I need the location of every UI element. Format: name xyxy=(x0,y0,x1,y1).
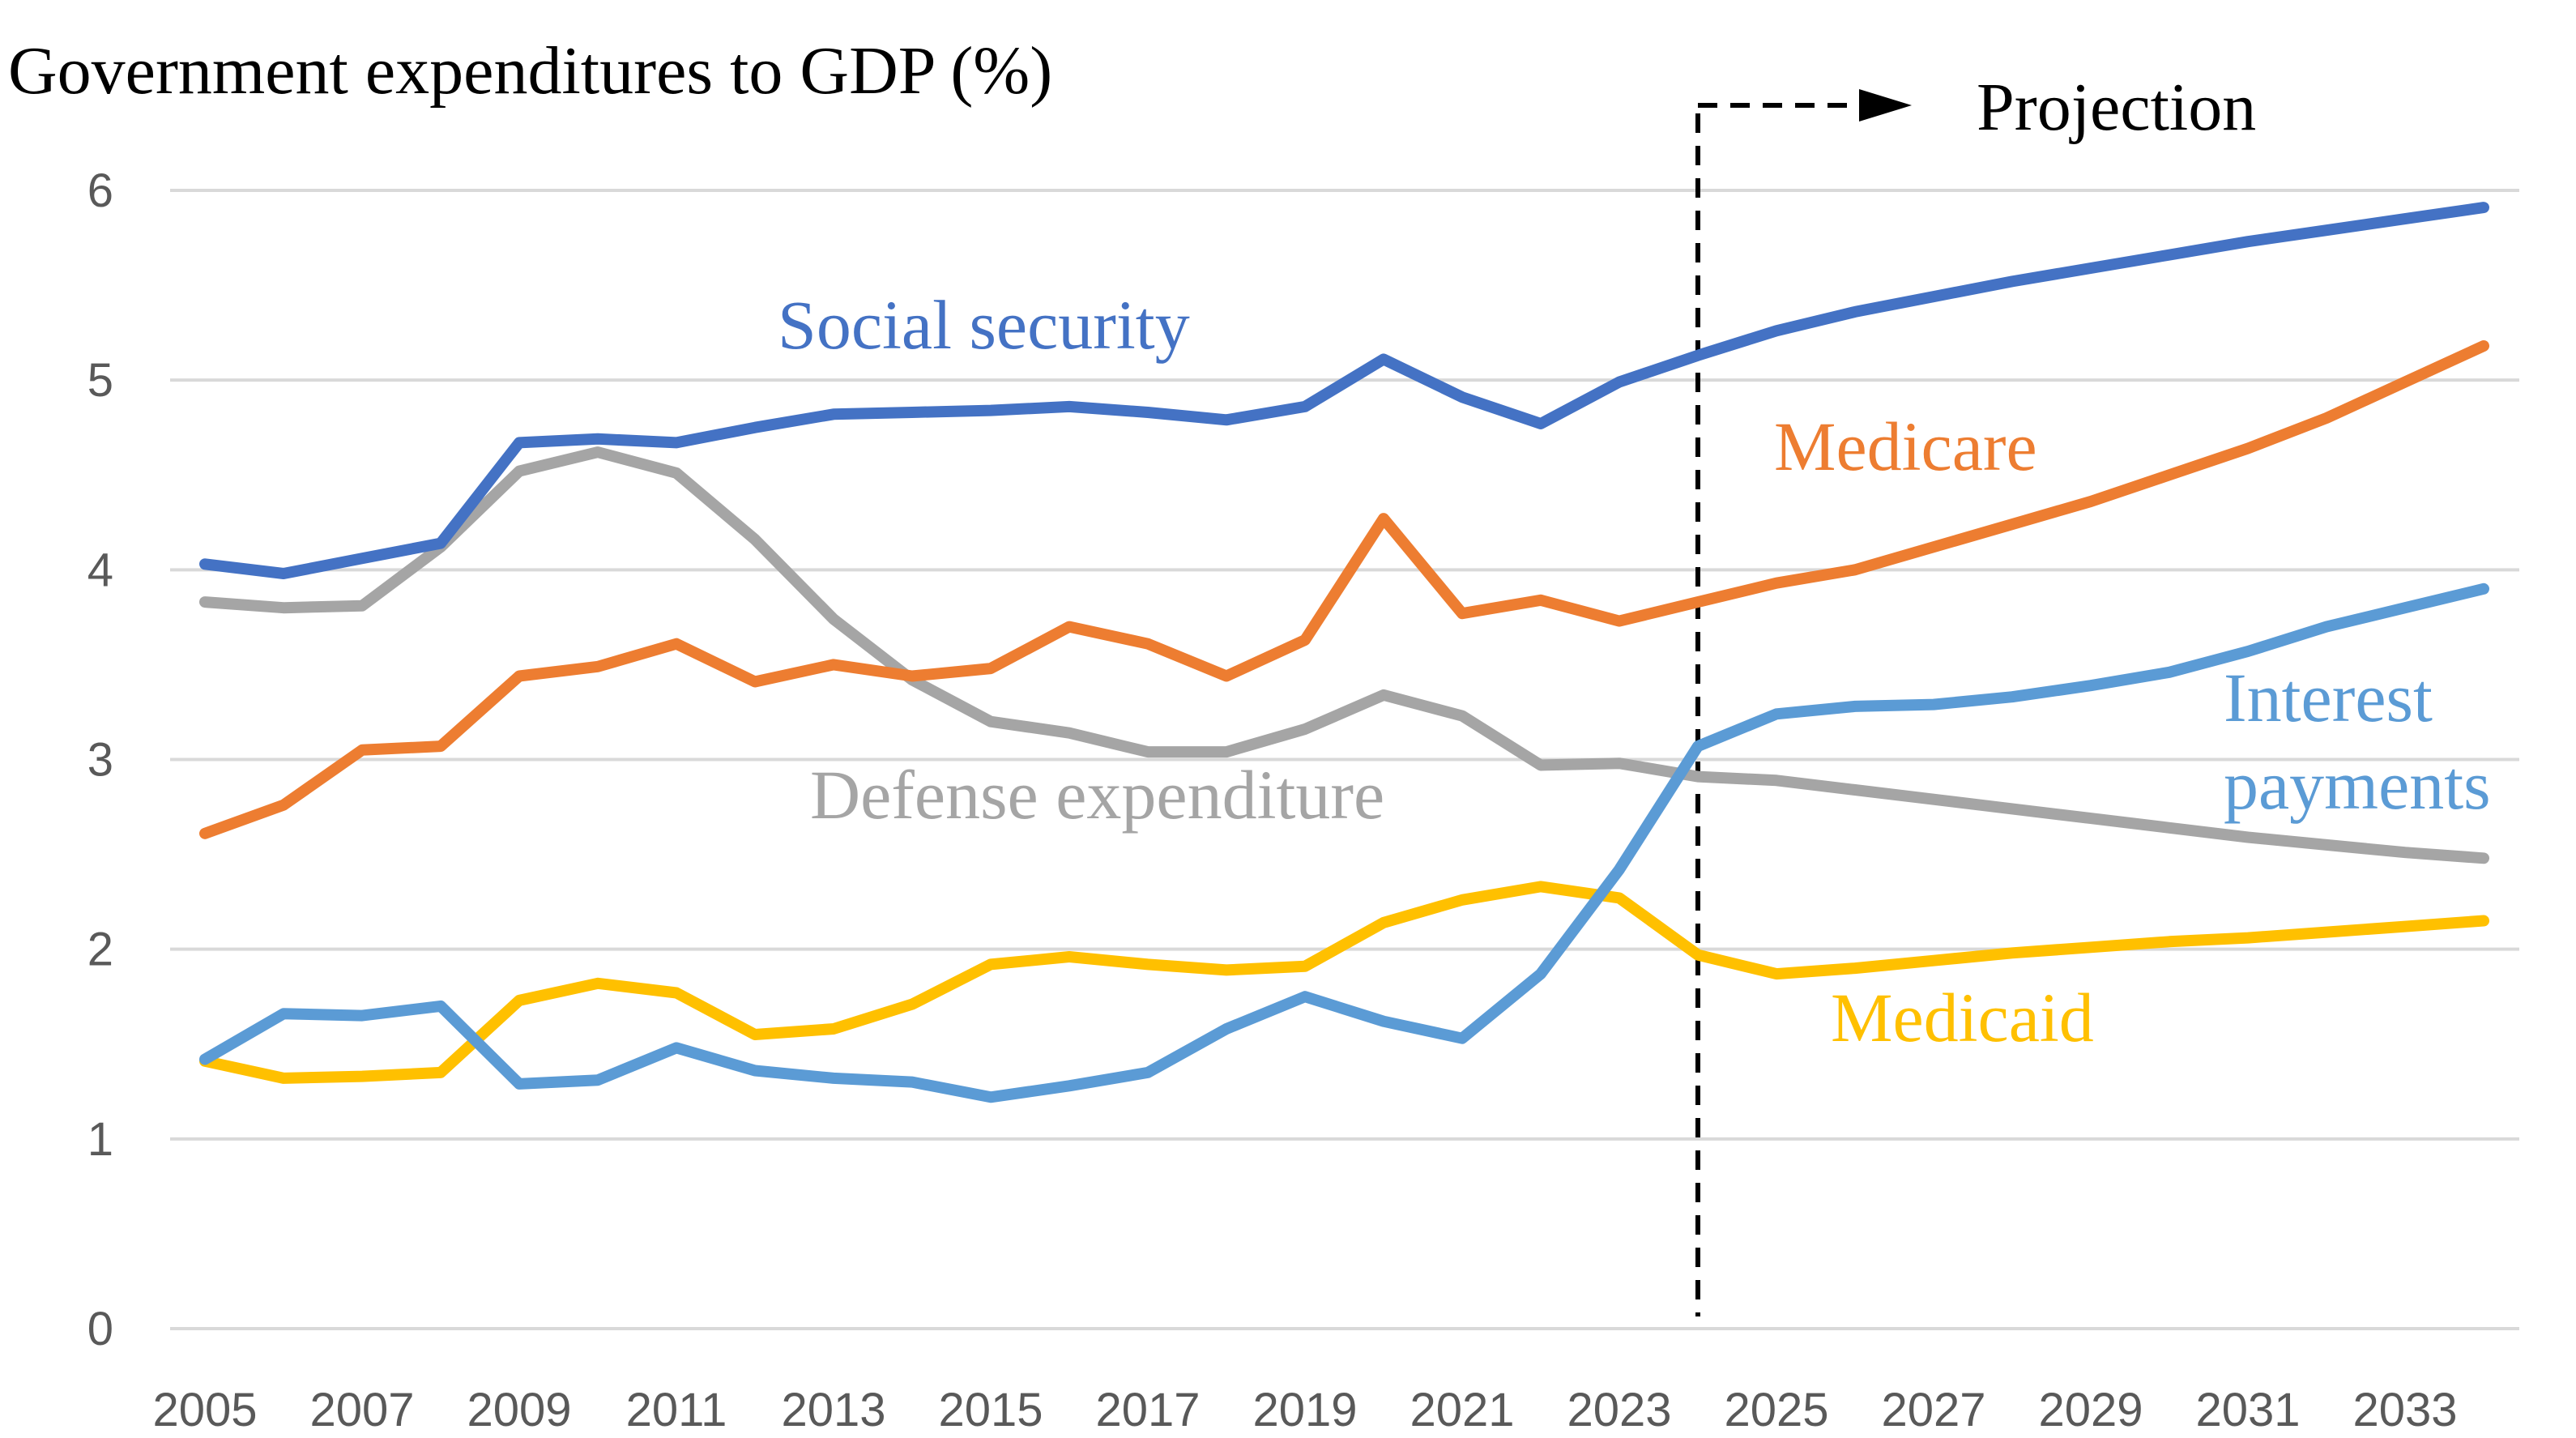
y-tick-label: 1 xyxy=(87,1113,113,1166)
x-tick-label: 2015 xyxy=(938,1384,1043,1436)
series-line-medicare xyxy=(199,340,2489,839)
projection-label: Projection xyxy=(1977,70,2256,145)
projection-arrowhead xyxy=(1859,89,1912,122)
x-axis-tick-labels: 2005 2007 2009 2011 2013 2015 2017 2019 2021 2023… xyxy=(152,1384,2457,1436)
y-tick-label: 2 xyxy=(87,924,113,976)
x-tick-label: 2023 xyxy=(1567,1384,1671,1436)
series-labels: Social security Medicare Defense expenditu… xyxy=(778,286,2491,1056)
x-tick-label: 2013 xyxy=(781,1384,885,1436)
x-tick-label: 2009 xyxy=(467,1384,571,1436)
x-tick-label: 2033 xyxy=(2352,1384,2457,1436)
x-tick-label: 2011 xyxy=(626,1384,727,1436)
y-tick-label: 6 xyxy=(87,164,113,217)
y-axis-tick-labels: 0 1 2 3 4 5 6 xyxy=(87,164,113,1355)
series-label-defense-expenditure: Defense expenditure xyxy=(810,756,1384,834)
series-line-social-security xyxy=(199,202,2489,579)
series-line-medicaid xyxy=(199,881,2489,1084)
x-tick-label: 2025 xyxy=(1724,1384,1828,1436)
x-tick-label: 2031 xyxy=(2195,1384,2300,1436)
series-line-defense-expenditure xyxy=(199,446,2489,864)
series-label-interest: Interest xyxy=(2224,659,2433,736)
x-tick-label: 2021 xyxy=(1410,1384,1514,1436)
y-tick-label: 3 xyxy=(87,734,113,787)
x-tick-label: 2005 xyxy=(152,1384,257,1436)
x-tick-label: 2019 xyxy=(1252,1384,1357,1436)
x-tick-label: 2029 xyxy=(2038,1384,2143,1436)
chart-title: Government expenditures to GDP (%) xyxy=(8,33,1052,109)
series-label-payments: payments xyxy=(2224,746,2491,824)
y-tick-label: 4 xyxy=(87,544,113,596)
x-tick-label: 2027 xyxy=(1881,1384,1985,1436)
y-tick-label: 0 xyxy=(87,1303,113,1355)
projection-marker: Projection xyxy=(1695,70,2256,1316)
x-tick-label: 2007 xyxy=(309,1384,414,1436)
series-label-medicaid: Medicaid xyxy=(1831,979,2094,1056)
y-tick-label: 5 xyxy=(87,354,113,407)
x-tick-label: 2017 xyxy=(1095,1384,1200,1436)
series-label-social-security: Social security xyxy=(778,286,1190,364)
series-line-interest-payments xyxy=(199,582,2489,1103)
series-label-medicare: Medicare xyxy=(1774,408,2037,485)
series-lines xyxy=(199,202,2489,1103)
